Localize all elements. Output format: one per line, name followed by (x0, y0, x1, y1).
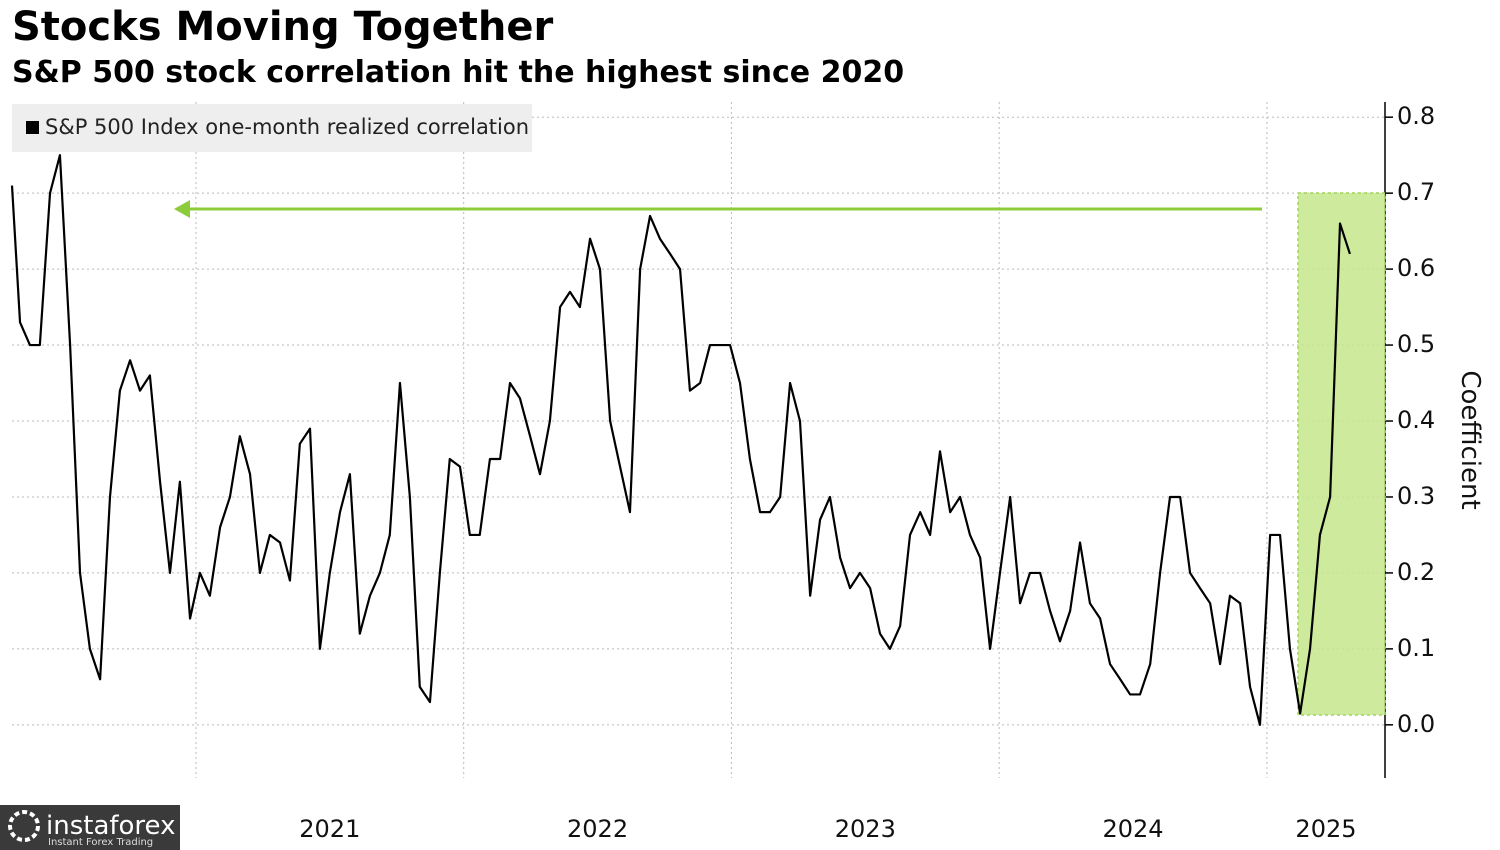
watermark-brand: instaforex (46, 811, 175, 841)
y-tick-label: 0.7 (1397, 178, 1435, 206)
y-tick-label: 0.6 (1397, 254, 1435, 282)
y-axis-title: Coefficient (1455, 370, 1485, 509)
chart-subtitle: S&P 500 stock correlation hit the highes… (12, 55, 904, 90)
legend-box (12, 104, 532, 152)
watermark-logo (8, 810, 40, 842)
y-tick-label: 0.2 (1397, 558, 1435, 586)
x-tick-label: 2021 (299, 815, 360, 843)
grid: 0.0 0.1 0.2 0.3 0.4 0.5 0.6 0.7 0.8 2021 2022 2023 2… (12, 102, 1435, 843)
x-tick-label: 2022 (567, 815, 628, 843)
y-tick-label: 0.1 (1397, 634, 1435, 662)
watermark-tagline: Instant Forex Trading (48, 837, 153, 848)
legend-label: S&P 500 Index one-month realized correla… (45, 115, 529, 139)
x-tick-label: 2023 (835, 815, 896, 843)
plot (10, 154, 1351, 726)
legend-swatch (26, 121, 39, 134)
y-tick-label: 0.5 (1397, 330, 1435, 358)
chart-title: Stocks Moving Together (12, 4, 554, 50)
y-tick-label: 0.8 (1397, 102, 1435, 130)
arrow-head (174, 200, 190, 218)
y-tick-label: 0.4 (1397, 406, 1435, 434)
watermark-box (0, 805, 180, 850)
x-tick-label: 2025 (1295, 815, 1356, 843)
y-tick-label: 0.3 (1397, 482, 1435, 510)
line-series (10, 154, 1351, 726)
x-tick-label: 2024 (1103, 815, 1164, 843)
y-tick-label: 0.0 (1397, 710, 1435, 738)
